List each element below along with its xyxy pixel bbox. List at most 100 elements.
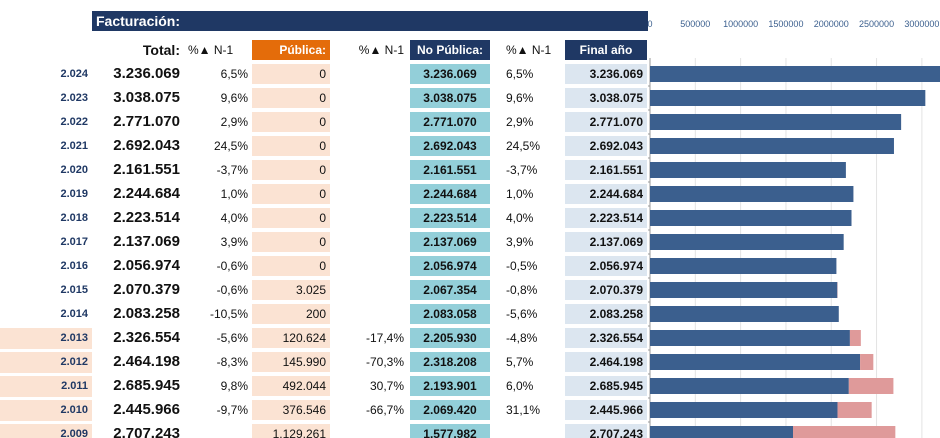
table-cell: 2.707.243 xyxy=(565,424,647,438)
year-label: 2.020 xyxy=(60,164,88,176)
table-cell: 3.236.069 xyxy=(113,65,180,82)
table-cell: -5,6% xyxy=(506,307,538,321)
x-tick-label: 1500000 xyxy=(768,19,803,29)
year-label: 2.021 xyxy=(60,140,88,152)
x-tick-label: 3000000 xyxy=(904,19,939,29)
column-header: %▲ N-1 xyxy=(358,43,404,57)
bar xyxy=(650,258,837,274)
table-cell: 2.193.901 xyxy=(410,376,490,396)
x-tick-label: 2500000 xyxy=(859,19,894,29)
table-cell: 376.546 xyxy=(252,400,330,420)
bar xyxy=(650,354,861,370)
bar xyxy=(650,138,894,154)
year-label: 2.023 xyxy=(60,92,88,104)
bar xyxy=(650,426,794,438)
column-header: Final año xyxy=(565,40,647,60)
year-label: 2.012 xyxy=(60,356,88,368)
column-header: No Pública: xyxy=(410,40,490,60)
table-cell: 2.326.554 xyxy=(113,329,180,346)
table-cell: 2.685.945 xyxy=(565,376,647,396)
table-cell: 2.083.258 xyxy=(565,304,647,324)
table-cell: 5,7% xyxy=(506,355,534,369)
column-header: Total: xyxy=(142,42,180,58)
year-label: 2.011 xyxy=(61,380,88,392)
table-cell: 0 xyxy=(252,232,330,252)
table-cell: -17,4% xyxy=(365,331,404,345)
table-cell: -0,6% xyxy=(216,283,248,297)
table-cell: 2.244.684 xyxy=(410,184,490,204)
row-highlight xyxy=(0,400,92,421)
bar xyxy=(650,210,852,226)
table-cell: 2.056.974 xyxy=(410,256,490,276)
table-cell: 2.771.070 xyxy=(410,112,490,132)
year-label: 2.009 xyxy=(60,428,88,438)
table-cell: 0 xyxy=(252,136,330,156)
table-cell: 2.070.379 xyxy=(565,280,647,300)
year-label: 2.022 xyxy=(60,116,88,128)
table-cell: 9,6% xyxy=(220,91,248,105)
bar xyxy=(650,162,846,178)
table-cell: 3,9% xyxy=(506,235,534,249)
table-cell: 4,0% xyxy=(506,211,534,225)
table-cell: 2.692.043 xyxy=(565,136,647,156)
bar xyxy=(849,330,861,346)
table-cell: 6,5% xyxy=(506,67,534,81)
table-cell: 1.129.261 xyxy=(252,424,330,438)
table-cell: 3.236.069 xyxy=(565,64,647,84)
table-cell: 2.137.069 xyxy=(410,232,490,252)
table-cell: 2.707.243 xyxy=(113,425,180,438)
table-cell: 9,6% xyxy=(506,91,534,105)
table-cell: 2.056.974 xyxy=(565,256,647,276)
table-cell: 3.038.075 xyxy=(410,88,490,108)
table-cell: 2.137.069 xyxy=(113,233,180,250)
table-cell: 1,0% xyxy=(220,187,248,201)
table-cell: 1,0% xyxy=(506,187,534,201)
table-cell: 2.318.208 xyxy=(410,352,490,372)
table-cell: 3.038.075 xyxy=(113,89,180,106)
x-tick-label: 500000 xyxy=(680,19,710,29)
table-cell: 145.990 xyxy=(252,352,330,372)
table-cell: 2.326.554 xyxy=(565,328,647,348)
table-cell: 2.083.058 xyxy=(410,304,490,324)
bar xyxy=(650,330,850,346)
table-cell: -0,5% xyxy=(506,259,538,273)
bar xyxy=(650,186,854,202)
table-cell: 2.161.551 xyxy=(410,160,490,180)
table-cell: 0 xyxy=(252,208,330,228)
table-cell: 2.205.930 xyxy=(410,328,490,348)
table-cell: 0 xyxy=(252,160,330,180)
table-cell: 2.223.514 xyxy=(565,208,647,228)
column-header: %▲ N-1 xyxy=(506,43,552,57)
table-cell: 9,8% xyxy=(220,379,248,393)
table-cell: 2.056.974 xyxy=(113,257,180,274)
table-cell: 120.624 xyxy=(252,328,330,348)
table-cell: -0,6% xyxy=(216,259,248,273)
table-cell: 2,9% xyxy=(506,115,534,129)
table-cell: -10,5% xyxy=(209,307,248,321)
year-label: 2.015 xyxy=(60,284,88,296)
bar xyxy=(860,354,874,370)
table-cell: -9,7% xyxy=(216,403,248,417)
row-highlight xyxy=(0,424,92,438)
table-cell: 2.445.966 xyxy=(565,400,647,420)
table-cell: 2.692.043 xyxy=(113,137,180,154)
table-cell: 200 xyxy=(252,304,330,324)
table-cell: 2.685.945 xyxy=(113,377,180,394)
bar xyxy=(650,90,926,106)
year-label: 2.014 xyxy=(60,308,88,320)
table-cell: 30,7% xyxy=(369,379,404,393)
table-cell: 2.464.198 xyxy=(113,353,180,370)
x-tick-label: 0 xyxy=(648,19,653,29)
table-cell: 24,5% xyxy=(213,139,248,153)
bar xyxy=(793,426,896,438)
table-cell: 3,9% xyxy=(220,235,248,249)
year-label: 2.017 xyxy=(60,236,88,248)
table-cell: 0 xyxy=(252,64,330,84)
bar xyxy=(650,114,902,130)
table-cell: 2.223.514 xyxy=(410,208,490,228)
x-tick-label: 2000000 xyxy=(814,19,849,29)
row-highlight xyxy=(0,352,92,373)
table-cell: -3,7% xyxy=(216,163,248,177)
table-cell: 2.771.070 xyxy=(113,113,180,130)
